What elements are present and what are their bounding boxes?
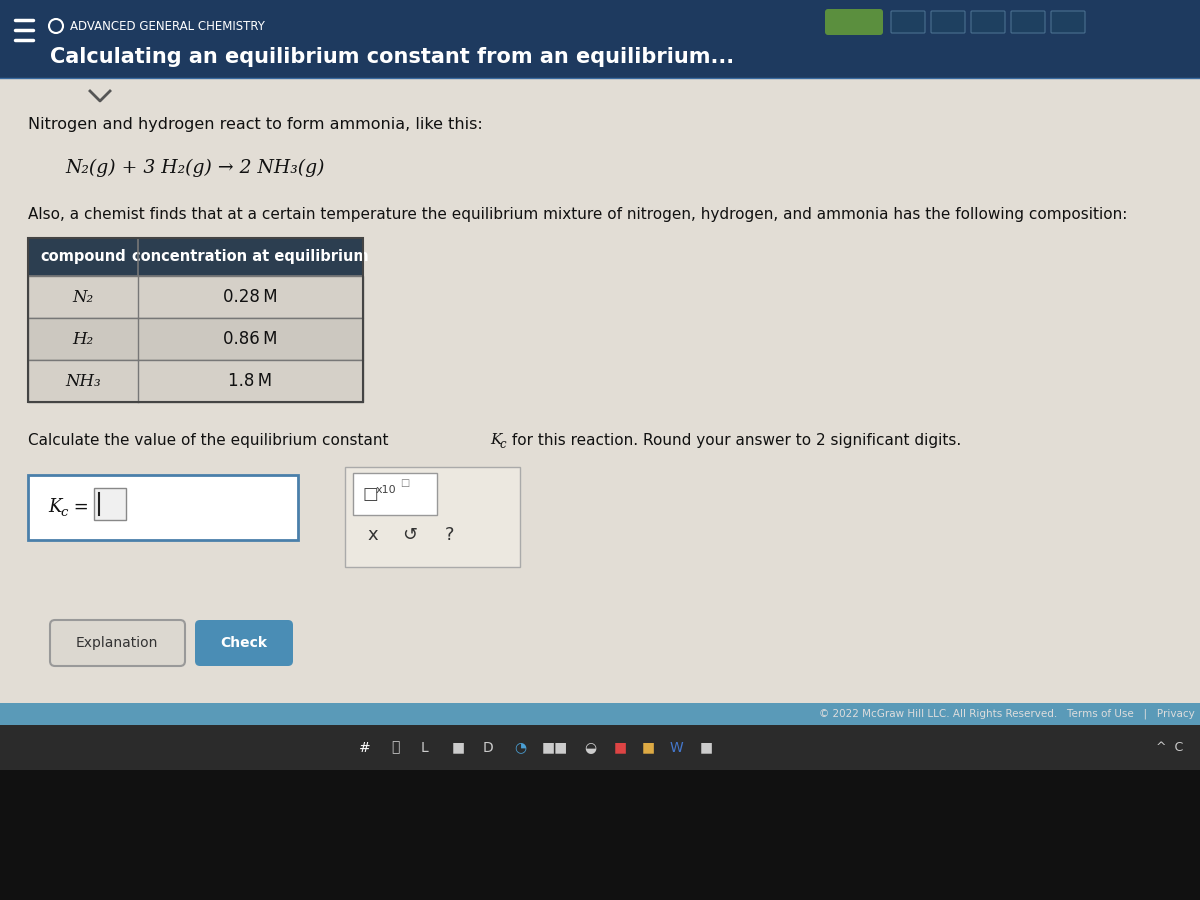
- FancyBboxPatch shape: [28, 360, 364, 402]
- FancyBboxPatch shape: [0, 0, 1200, 78]
- Text: □: □: [364, 485, 379, 503]
- Text: c: c: [500, 437, 506, 451]
- Text: ↺: ↺: [402, 526, 418, 544]
- FancyBboxPatch shape: [826, 9, 883, 35]
- Text: Calculate the value of the equilibrium constant: Calculate the value of the equilibrium c…: [28, 433, 394, 447]
- Text: Explanation: Explanation: [76, 636, 158, 650]
- Text: ■: ■: [613, 741, 626, 754]
- FancyBboxPatch shape: [1051, 11, 1085, 33]
- Text: W: W: [670, 741, 683, 754]
- Text: Calculating an equilibrium constant from an equilibrium...: Calculating an equilibrium constant from…: [50, 47, 734, 67]
- Text: K: K: [490, 433, 502, 447]
- Text: ■■: ■■: [542, 741, 568, 754]
- Text: x10: x10: [376, 485, 397, 495]
- Text: ■: ■: [451, 741, 464, 754]
- Text: ⌕: ⌕: [391, 741, 400, 754]
- FancyBboxPatch shape: [353, 473, 437, 515]
- Text: for this reaction. Round your answer to 2 significant digits.: for this reaction. Round your answer to …: [508, 433, 961, 447]
- FancyBboxPatch shape: [0, 725, 1200, 770]
- FancyBboxPatch shape: [0, 703, 1200, 725]
- FancyBboxPatch shape: [28, 475, 298, 540]
- Text: N₂: N₂: [72, 289, 94, 305]
- Text: concentration at equilibrium: concentration at equilibrium: [132, 249, 368, 265]
- Text: L: L: [421, 741, 428, 754]
- Text: ■: ■: [642, 741, 654, 754]
- FancyBboxPatch shape: [890, 11, 925, 33]
- FancyBboxPatch shape: [0, 770, 1200, 900]
- Text: NH₃: NH₃: [65, 373, 101, 390]
- FancyBboxPatch shape: [1010, 11, 1045, 33]
- Text: 0.86 M: 0.86 M: [223, 330, 277, 348]
- Text: c: c: [60, 506, 67, 519]
- Text: □: □: [400, 478, 409, 488]
- Text: 0.28 M: 0.28 M: [223, 288, 278, 306]
- Text: Check: Check: [221, 636, 268, 650]
- FancyBboxPatch shape: [971, 11, 1006, 33]
- Text: =: =: [68, 499, 89, 517]
- FancyBboxPatch shape: [346, 467, 520, 567]
- FancyBboxPatch shape: [931, 11, 965, 33]
- FancyBboxPatch shape: [28, 318, 364, 360]
- Text: ◔: ◔: [514, 741, 526, 754]
- Text: x: x: [367, 526, 378, 544]
- Text: ADVANCED GENERAL CHEMISTRY: ADVANCED GENERAL CHEMISTRY: [70, 20, 265, 32]
- Text: ■: ■: [700, 741, 713, 754]
- Text: N₂(g) + 3 H₂(g) → 2 NH₃(g): N₂(g) + 3 H₂(g) → 2 NH₃(g): [65, 159, 324, 177]
- Text: Nitrogen and hydrogen react to form ammonia, like this:: Nitrogen and hydrogen react to form ammo…: [28, 118, 482, 132]
- Text: 1.8 M: 1.8 M: [228, 372, 272, 390]
- Text: #: #: [359, 741, 371, 754]
- Text: compound: compound: [40, 249, 126, 265]
- Text: ^  C: ^ C: [1157, 741, 1183, 754]
- Text: K: K: [48, 499, 61, 517]
- Text: ◒: ◒: [584, 741, 596, 754]
- Text: H₂: H₂: [72, 330, 94, 347]
- FancyBboxPatch shape: [50, 620, 185, 666]
- FancyBboxPatch shape: [94, 488, 126, 520]
- FancyBboxPatch shape: [28, 276, 364, 318]
- FancyBboxPatch shape: [28, 238, 364, 276]
- Text: D: D: [482, 741, 493, 754]
- FancyBboxPatch shape: [0, 78, 1200, 703]
- Text: © 2022 McGraw Hill LLC. All Rights Reserved.   Terms of Use   |   Privacy: © 2022 McGraw Hill LLC. All Rights Reser…: [820, 709, 1195, 719]
- Text: ?: ?: [445, 526, 455, 544]
- FancyBboxPatch shape: [194, 620, 293, 666]
- Text: Also, a chemist finds that at a certain temperature the equilibrium mixture of n: Also, a chemist finds that at a certain …: [28, 208, 1127, 222]
